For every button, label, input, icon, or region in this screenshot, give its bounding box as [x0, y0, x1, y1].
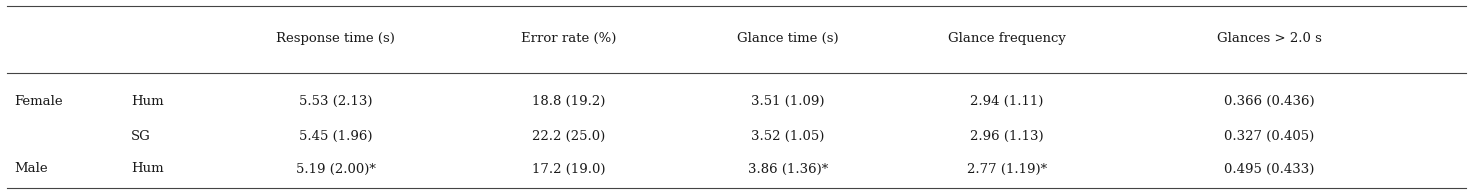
Text: 0.495 (0.433): 0.495 (0.433): [1224, 162, 1315, 175]
Text: Error rate (%): Error rate (%): [521, 32, 617, 45]
Text: Female: Female: [15, 95, 63, 108]
Text: Hum: Hum: [131, 162, 165, 175]
Text: Glances > 2.0 s: Glances > 2.0 s: [1216, 32, 1322, 45]
Text: 3.52 (1.05): 3.52 (1.05): [751, 130, 824, 143]
Text: Hum: Hum: [131, 95, 165, 108]
Text: SG: SG: [131, 130, 151, 143]
Text: 5.19 (2.00)*: 5.19 (2.00)*: [295, 162, 376, 175]
Text: 5.53 (2.13): 5.53 (2.13): [298, 95, 372, 108]
Text: 2.96 (1.13): 2.96 (1.13): [970, 130, 1043, 143]
Text: Response time (s): Response time (s): [276, 32, 395, 45]
Text: Glance frequency: Glance frequency: [948, 32, 1065, 45]
Text: 0.327 (0.405): 0.327 (0.405): [1224, 130, 1315, 143]
Text: 2.94 (1.11): 2.94 (1.11): [970, 95, 1043, 108]
Text: 17.2 (19.0): 17.2 (19.0): [532, 162, 605, 175]
Text: Glance time (s): Glance time (s): [737, 32, 839, 45]
Text: 2.77 (1.19)*: 2.77 (1.19)*: [967, 162, 1046, 175]
Text: 22.2 (25.0): 22.2 (25.0): [532, 130, 605, 143]
Text: Male: Male: [15, 162, 48, 175]
Text: 3.51 (1.09): 3.51 (1.09): [751, 95, 824, 108]
Text: 18.8 (19.2): 18.8 (19.2): [532, 95, 605, 108]
Text: 3.86 (1.36)*: 3.86 (1.36)*: [748, 162, 829, 175]
Text: 0.366 (0.436): 0.366 (0.436): [1224, 95, 1315, 108]
Text: 5.45 (1.96): 5.45 (1.96): [298, 130, 372, 143]
